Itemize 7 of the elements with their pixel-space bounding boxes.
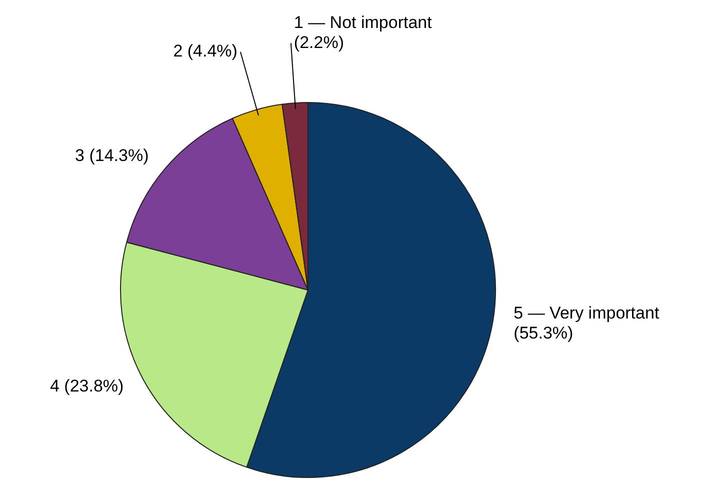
slice-label: 2 (4.4%) — [173, 42, 238, 61]
slice-label: 3 (14.3%) — [75, 146, 149, 166]
slice-label: 5 — Very important — [514, 304, 660, 323]
slice-label: 4 (23.8%) — [50, 376, 124, 396]
slice-label: 1 — Not important — [294, 12, 432, 32]
data-label: (55.3%) — [514, 324, 574, 343]
data-label: (2.2%) — [294, 32, 344, 52]
